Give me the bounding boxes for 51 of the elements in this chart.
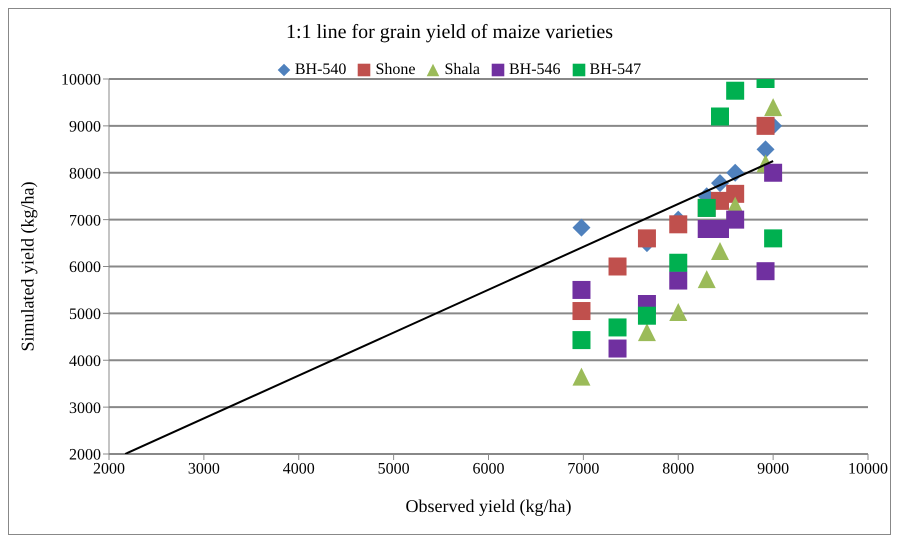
x-tick-label: 3000 bbox=[188, 460, 220, 478]
point bbox=[710, 242, 729, 260]
y-tick-label: 10000 bbox=[61, 72, 101, 89]
point bbox=[726, 82, 744, 100]
y-tick-label: 4000 bbox=[69, 352, 101, 370]
point bbox=[756, 116, 775, 135]
y-tick-label: 5000 bbox=[69, 306, 101, 324]
x-tick-label: 4000 bbox=[282, 460, 315, 478]
legend-label: BH-546 bbox=[508, 61, 561, 79]
point bbox=[608, 258, 627, 276]
legend-label: BH-540 bbox=[294, 61, 346, 79]
point bbox=[726, 210, 744, 229]
point bbox=[608, 318, 627, 336]
y-tick-label: 7000 bbox=[69, 212, 101, 230]
point bbox=[572, 218, 590, 237]
point bbox=[608, 340, 627, 358]
point bbox=[756, 140, 775, 158]
point bbox=[698, 270, 716, 288]
y-axis-title: Simulated yield (kg/ha) bbox=[17, 182, 38, 352]
y-tick-label: 6000 bbox=[69, 259, 101, 276]
y-tick-label: 3000 bbox=[69, 400, 101, 417]
x-tick-label: 5000 bbox=[378, 460, 410, 478]
point bbox=[764, 229, 782, 248]
x-tick-label: 7000 bbox=[567, 460, 600, 478]
point bbox=[669, 215, 688, 234]
point bbox=[756, 262, 775, 280]
point bbox=[764, 164, 782, 182]
x-tick-label: 9000 bbox=[757, 460, 790, 478]
x-axis-title: Observed yield (kg/ha) bbox=[406, 496, 572, 516]
legend-label: Shone bbox=[374, 61, 416, 79]
point bbox=[669, 272, 688, 290]
point bbox=[669, 254, 688, 272]
x-tick-label: 6000 bbox=[472, 460, 504, 478]
point bbox=[572, 280, 590, 299]
legend-label: BH-547 bbox=[588, 61, 642, 79]
point bbox=[638, 323, 656, 342]
point bbox=[726, 184, 744, 203]
point bbox=[764, 98, 782, 116]
point bbox=[669, 302, 688, 321]
y-tick-label: 8000 bbox=[69, 165, 101, 182]
point bbox=[572, 331, 590, 350]
point bbox=[572, 368, 590, 386]
point bbox=[572, 302, 590, 320]
chart-title: 1:1 line for grain yield of maize varieties bbox=[284, 21, 614, 44]
point bbox=[638, 229, 656, 248]
point bbox=[710, 108, 729, 126]
x-tick-label: 8000 bbox=[662, 460, 694, 478]
legend-label: Shala bbox=[443, 61, 480, 79]
y-tick-label: 9000 bbox=[69, 118, 101, 136]
point bbox=[638, 306, 656, 325]
x-tick-label: 10000 bbox=[848, 460, 888, 478]
